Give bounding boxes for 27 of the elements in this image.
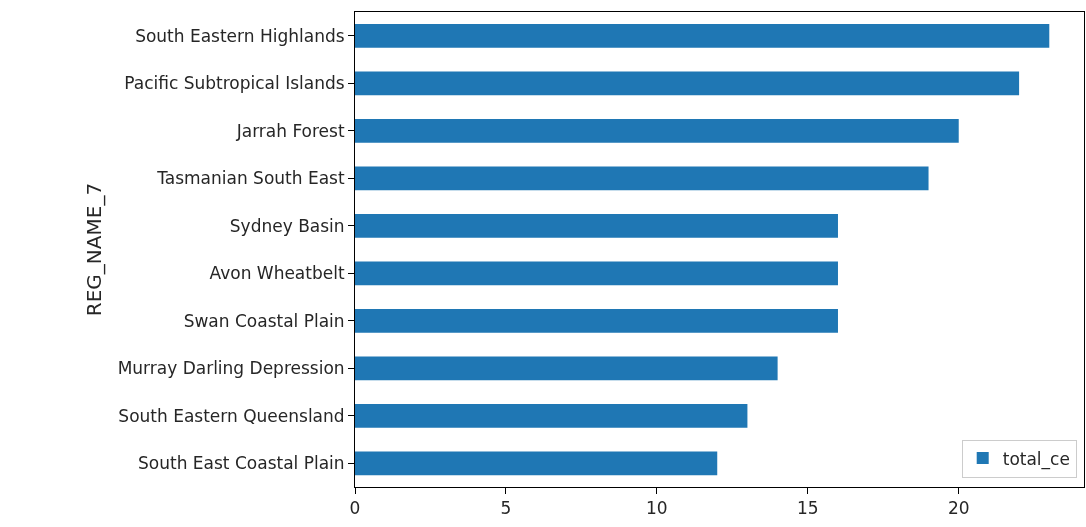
x-tick-label: 10 bbox=[646, 498, 668, 519]
bar bbox=[355, 308, 838, 333]
y-tick-label: Jarrah Forest bbox=[235, 120, 345, 141]
x-tick-label: 15 bbox=[796, 498, 819, 519]
x-tick-label: 5 bbox=[500, 498, 512, 519]
y-axis-title: REG_NAME_7 bbox=[82, 182, 107, 317]
y-tick-label: Murray Darling Depression bbox=[117, 358, 345, 379]
bar bbox=[355, 356, 778, 381]
bar bbox=[355, 71, 1020, 96]
y-tick-label: South Eastern Queensland bbox=[118, 405, 345, 426]
y-tick-label: Avon Wheatbelt bbox=[209, 263, 345, 284]
y-tick-label: Sydney Basin bbox=[229, 215, 345, 236]
bar bbox=[355, 451, 718, 476]
y-tick-label: Pacific Subtropical Islands bbox=[124, 73, 345, 94]
y-tick-label: South Eastern Highlands bbox=[135, 25, 345, 46]
bar bbox=[355, 166, 929, 191]
bar bbox=[355, 213, 838, 238]
y-tick-label: South East Coastal Plain bbox=[138, 453, 345, 474]
y-tick-label: Swan Coastal Plain bbox=[183, 310, 345, 331]
y-tick-label: Tasmanian South East bbox=[156, 168, 345, 189]
bar bbox=[355, 23, 1050, 48]
bar bbox=[355, 403, 748, 428]
legend-label: total_ce bbox=[1002, 448, 1070, 470]
x-tick-label: 20 bbox=[947, 498, 970, 519]
bar bbox=[355, 118, 959, 143]
bar bbox=[355, 261, 838, 286]
x-tick-label: 0 bbox=[349, 498, 361, 519]
